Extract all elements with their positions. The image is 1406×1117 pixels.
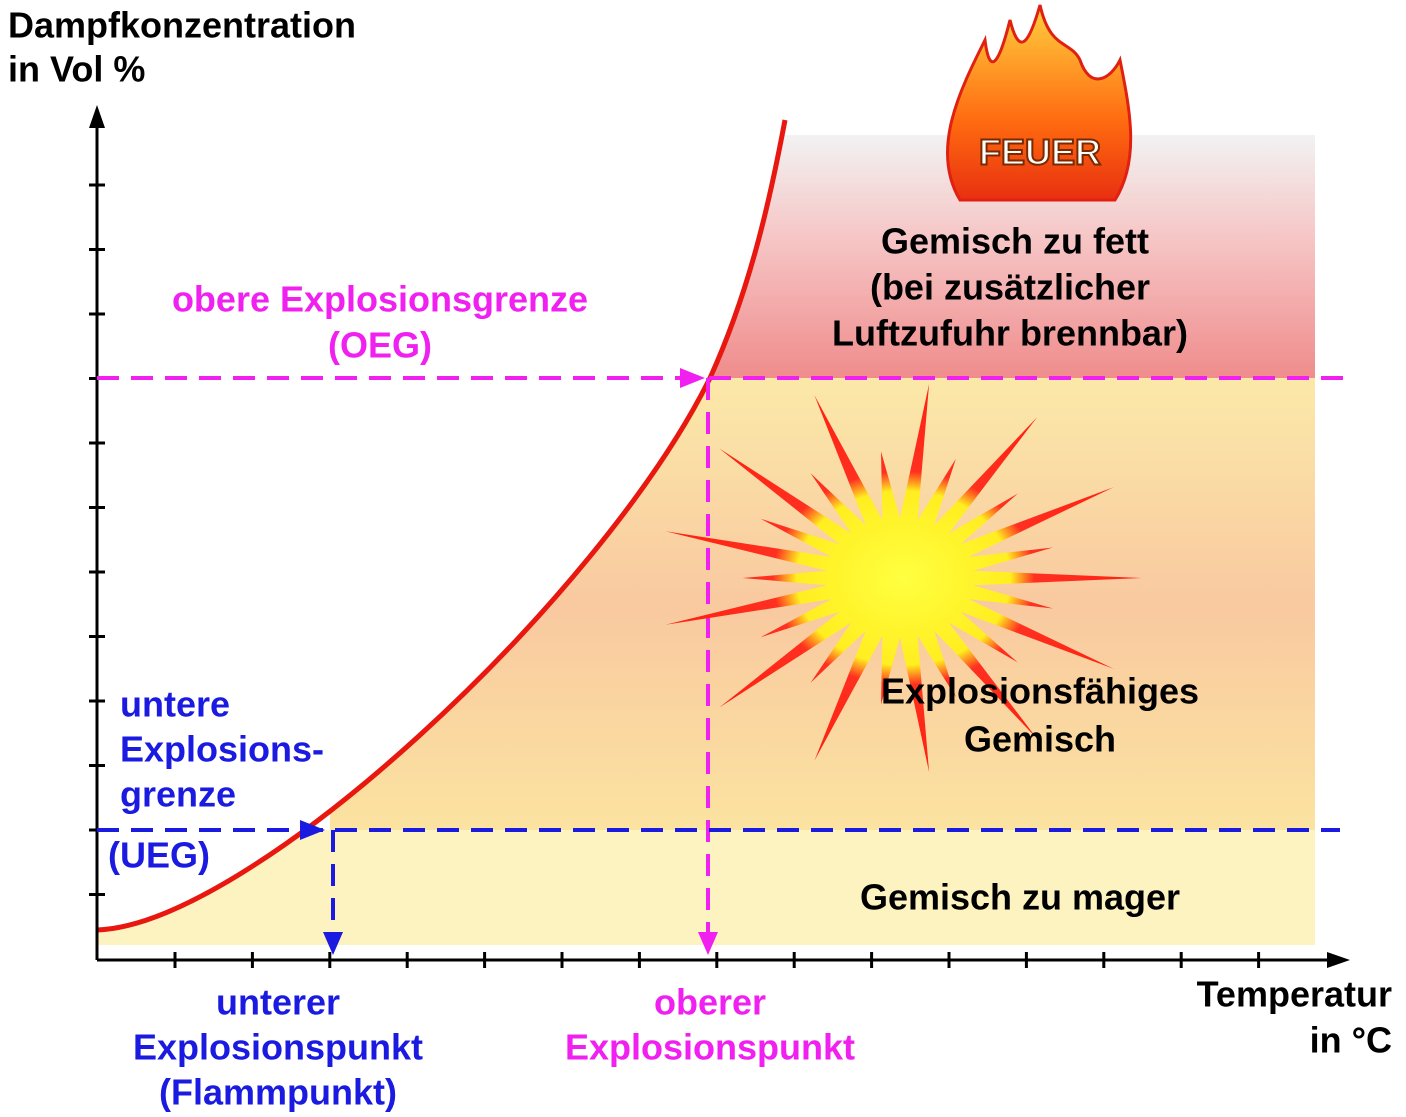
ueg-label: untere	[120, 684, 230, 725]
ueg-label: grenze	[120, 774, 236, 815]
arrow	[1327, 952, 1350, 968]
x-axis-label: Temperatur	[1197, 974, 1392, 1015]
lower-point-label: Explosionspunkt	[133, 1027, 423, 1068]
oeg-label: (OEG)	[328, 325, 432, 366]
lean-label: Gemisch zu mager	[860, 877, 1180, 918]
ueg-label: Explosions-	[120, 729, 324, 770]
y-axis-label: in Vol %	[8, 49, 145, 90]
lower-point-label: (Flammpunkt)	[159, 1072, 397, 1113]
fire-label: FEUER	[979, 132, 1101, 173]
explosive-label: Explosionsfähiges	[881, 671, 1199, 712]
diagram: Dampfkonzentration in Vol % Temperatur i…	[0, 0, 1406, 1117]
rich-title: Gemisch zu fett	[881, 221, 1149, 262]
rich-note: (bei zusätzlicher	[870, 267, 1150, 308]
y-axis-label: Dampfkonzentration	[8, 5, 356, 46]
x-axis-label: in °C	[1310, 1020, 1392, 1061]
oeg-label: obere Explosionsgrenze	[172, 279, 588, 320]
upper-point-label: oberer	[654, 982, 766, 1023]
rich-note: Luftzufuhr brennbar)	[832, 313, 1188, 354]
ueg-label: (UEG)	[108, 835, 210, 876]
explosive-label: Gemisch	[964, 719, 1116, 760]
lower-point-label: unterer	[216, 982, 340, 1023]
upper-point-label: Explosionspunkt	[565, 1027, 855, 1068]
